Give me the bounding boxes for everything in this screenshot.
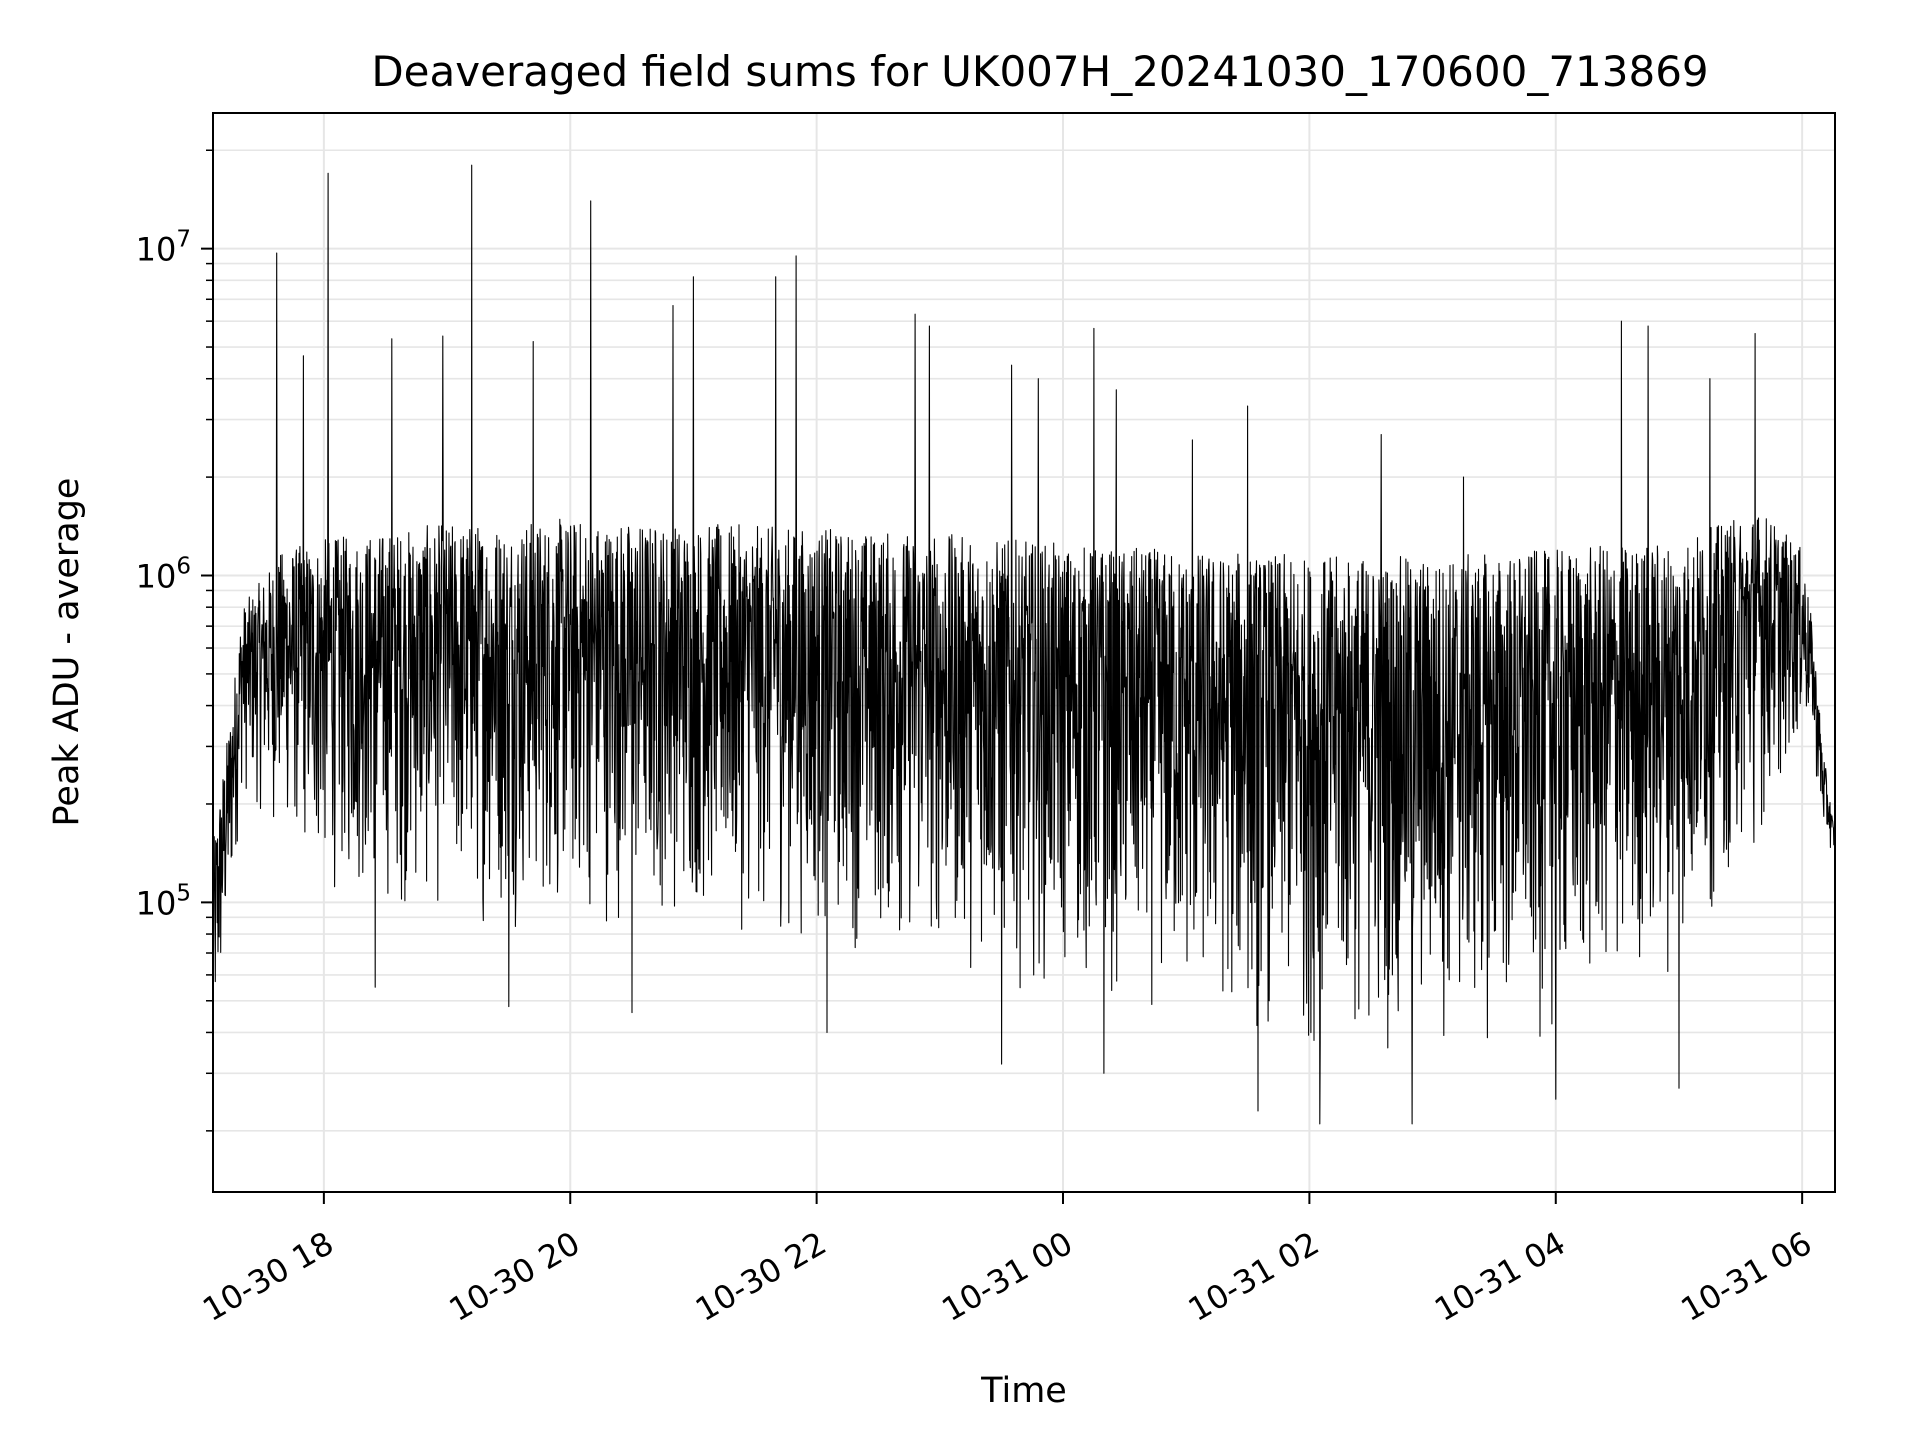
series-line: [212, 164, 1836, 1125]
chart-title: Deaveraged field sums for UK007H_2024103…: [371, 47, 1708, 96]
y-axis: 105 106 107: [136, 149, 213, 1132]
plot-area-frame: [212, 112, 1836, 1193]
y-tick-label: 105: [136, 880, 191, 922]
x-axis-label: Time: [980, 1371, 1067, 1411]
y-tick-label: 106: [136, 554, 191, 596]
y-axis-label: Peak ADU - average: [47, 478, 87, 827]
y-tick-label: 107: [136, 227, 191, 269]
series-layer: [212, 164, 1836, 1125]
